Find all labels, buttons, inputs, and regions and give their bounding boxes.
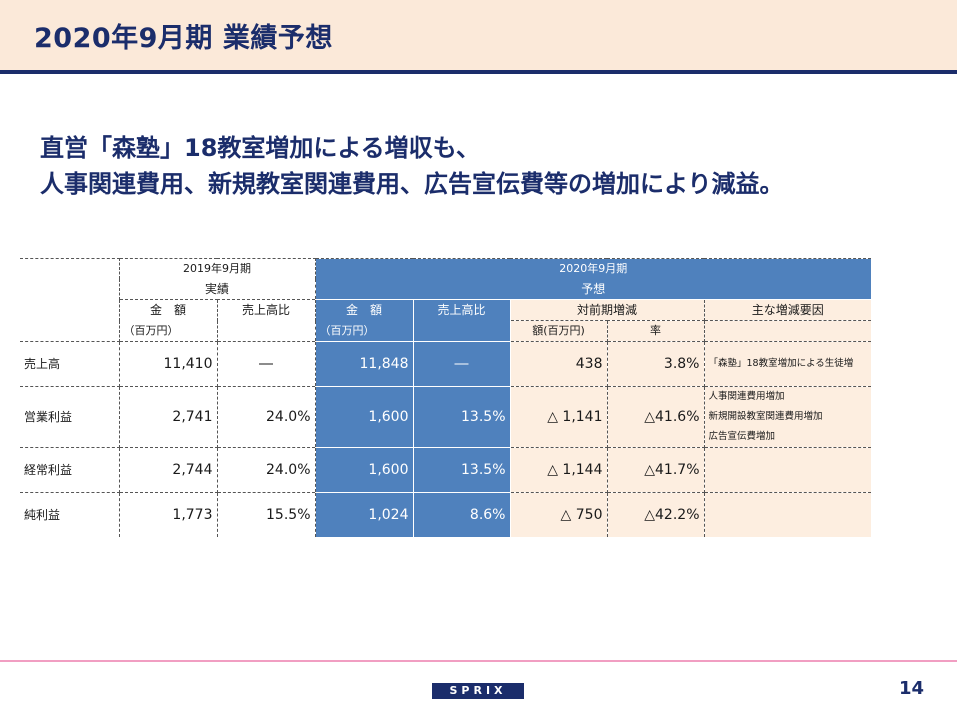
table-header-row: （百万円） （百万円） 額(百万円) 率 (20, 320, 871, 342)
forecast-table: 2019年9月期 2020年9月期 実績 予想 金 額 売上高比 金 額 売上高… (20, 258, 871, 537)
page-number: 14 (899, 678, 925, 699)
header-2020-type: 予想 (315, 279, 871, 300)
cell-ratio-2019: ― (217, 341, 316, 387)
cell-yoy-rate: △41.6% (607, 386, 705, 448)
header-bar (0, 0, 957, 70)
cell-reason: 人事関連費用増加 新規開設教室関連費用増加 広告宣伝費増加 (704, 386, 871, 448)
cell-reason: 「森塾」18教室増加による生徒増 (704, 341, 871, 387)
cell-ratio-2020: 13.5% (413, 386, 511, 448)
headline-line-2: 人事関連費用、新規教室関連費用、広告宣伝費等の増加により減益。 (40, 170, 784, 198)
cell-reason (704, 447, 871, 493)
reason-line: 「森塾」18教室増加による生徒増 (708, 358, 854, 369)
footer-rule (0, 660, 957, 662)
col-amount-2019: 金 額 (119, 299, 218, 321)
cell-ratio-2019: 24.0% (217, 386, 316, 448)
cell-amount-2020: 11,848 (315, 341, 414, 387)
headline: 直営「森塾」18教室増加による増収も、 人事関連費用、新規教室関連費用、広告宣伝… (40, 130, 784, 202)
col-amount-2020: 金 額 (315, 299, 414, 321)
cell-yoy-rate: 3.8% (607, 341, 705, 387)
cell-ratio-2020: 13.5% (413, 447, 511, 493)
cell-yoy-rate: △41.7% (607, 447, 705, 493)
row-label: 純利益 (20, 492, 120, 537)
col-amount-unit-2019: （百万円） (119, 320, 218, 342)
col-ratio-2020: 売上高比 (413, 299, 511, 321)
table-header-row: 実績 予想 (20, 279, 871, 300)
reason-line: 新規開設教室関連費用増加 (708, 411, 823, 422)
header-rule (0, 70, 957, 74)
cell-yoy-amount: △ 1,144 (510, 447, 608, 493)
cell-ratio-2020: 8.6% (413, 492, 511, 537)
cell-ratio-2019: 15.5% (217, 492, 316, 537)
cell-amount-2020: 1,600 (315, 447, 414, 493)
cell-yoy-amount: △ 750 (510, 492, 608, 537)
reason-line: 広告宣伝費増加 (708, 431, 776, 442)
col-reason: 主な増減要因 (704, 299, 871, 321)
cell-yoy-rate: △42.2% (607, 492, 705, 537)
col-amount-unit-2020: （百万円） (315, 320, 414, 342)
table-row: 純利益 1,773 15.5% 1,024 8.6% △ 750 △42.2% (20, 492, 871, 537)
table-row: 売上高 11,410 ― 11,848 ― 438 3.8% 「森塾」18教室増… (20, 341, 871, 387)
table-row: 経常利益 2,744 24.0% 1,600 13.5% △ 1,144 △41… (20, 447, 871, 493)
header-2020-period: 2020年9月期 (315, 258, 871, 279)
reason-line: 人事関連費用増加 (708, 391, 785, 402)
col-yoy: 対前期増減 (510, 299, 705, 321)
cell-amount-2019: 11,410 (119, 341, 218, 387)
sprix-logo: SPRIX (432, 683, 524, 699)
cell-amount-2019: 2,741 (119, 386, 218, 448)
cell-amount-2020: 1,600 (315, 386, 414, 448)
header-2019-period: 2019年9月期 (119, 258, 316, 279)
headline-line-1: 直営「森塾」18教室増加による増収も、 (40, 134, 480, 162)
header-2019-type: 実績 (119, 279, 316, 300)
cell-ratio-2019: 24.0% (217, 447, 316, 493)
cell-ratio-2020: ― (413, 341, 511, 387)
cell-yoy-amount: △ 1,141 (510, 386, 608, 448)
row-label: 経常利益 (20, 447, 120, 493)
col-yoy-rate: 率 (607, 320, 705, 342)
table-header-row: 金 額 売上高比 金 額 売上高比 対前期増減 主な増減要因 (20, 299, 871, 321)
cell-yoy-amount: 438 (510, 341, 608, 387)
cell-amount-2020: 1,024 (315, 492, 414, 537)
row-label: 売上高 (20, 341, 120, 387)
cell-amount-2019: 2,744 (119, 447, 218, 493)
table-row: 営業利益 2,741 24.0% 1,600 13.5% △ 1,141 △41… (20, 386, 871, 448)
cell-reason (704, 492, 871, 537)
page-title: 2020年9月期 業績予想 (34, 23, 333, 54)
cell-amount-2019: 1,773 (119, 492, 218, 537)
row-label: 営業利益 (20, 386, 120, 448)
col-yoy-amount: 額(百万円) (510, 320, 608, 342)
table-header-row: 2019年9月期 2020年9月期 (20, 258, 871, 279)
col-ratio-2019: 売上高比 (217, 299, 316, 321)
